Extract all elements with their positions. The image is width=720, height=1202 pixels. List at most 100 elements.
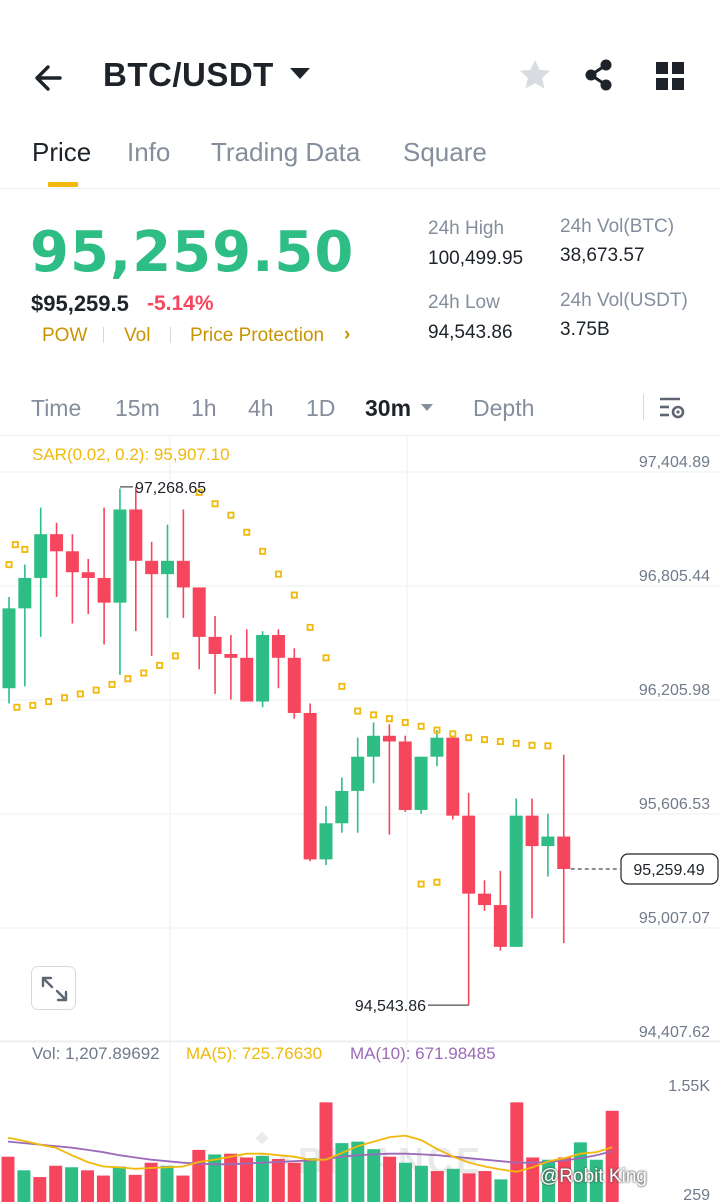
sar-dot: [528, 741, 536, 749]
volume-legend: Vol: 1,207.89692: [32, 1044, 160, 1063]
candle-body: [557, 836, 571, 869]
chevron-right-icon[interactable]: ›: [344, 324, 351, 345]
volume-bar: [224, 1153, 238, 1202]
volume-bar: [271, 1158, 285, 1202]
sar-dot: [171, 652, 179, 660]
tab-price[interactable]: Price: [32, 137, 92, 167]
grid-icon[interactable]: [654, 60, 686, 92]
sar-dot: [465, 734, 473, 742]
volume-bar: [399, 1162, 412, 1202]
sar-dot: [496, 737, 504, 745]
sar-dot: [338, 682, 346, 690]
volume-bar: [176, 1175, 190, 1202]
volume-ma-lines: [7, 1134, 613, 1173]
volume-bar: [160, 1165, 174, 1202]
timeframe-1d[interactable]: 1D: [306, 395, 336, 421]
sar-dot: [449, 730, 457, 738]
volume-bar: [383, 1156, 397, 1202]
tab-trading-data[interactable]: Trading Data: [211, 137, 361, 167]
timeframe-depth[interactable]: Depth: [473, 395, 535, 421]
tab-info[interactable]: Info: [127, 137, 171, 167]
candle-body: [271, 634, 285, 658]
sar-dot: [13, 703, 21, 711]
candle-body: [367, 735, 381, 757]
last-price: 95,259.50: [30, 220, 355, 285]
sar-dot: [108, 680, 116, 688]
price-tick-label: 95,007.07: [639, 910, 710, 927]
pair-selector[interactable]: BTC/USDT: [103, 56, 274, 93]
timeframe-1h[interactable]: 1h: [191, 395, 217, 421]
candle-body: [2, 608, 16, 689]
candle-body: [398, 741, 412, 810]
volume-bar: [1, 1156, 15, 1202]
timeframe-15m[interactable]: 15m: [115, 395, 160, 421]
candle-body: [81, 572, 95, 578]
candle-body: [145, 560, 159, 575]
chart-settings-icon[interactable]: [658, 394, 686, 422]
sar-dot: [60, 694, 68, 702]
sar-dot: [211, 500, 219, 508]
volume-bar: [526, 1157, 540, 1202]
volume-bar: [96, 1175, 110, 1202]
volume-bar: [430, 1171, 444, 1202]
candle-body: [97, 577, 111, 603]
candle-body: [430, 737, 444, 757]
volume-bar: [414, 1165, 428, 1202]
volume-bar: [112, 1166, 126, 1202]
volume-bar: [494, 1179, 508, 1202]
volume-bar: [462, 1173, 476, 1202]
vol-usdt-label: 24h Vol(USDT): [560, 290, 688, 311]
timeframe-30m[interactable]: 30m: [365, 395, 412, 421]
sar-dot: [243, 528, 251, 536]
sar-dot: [385, 715, 393, 723]
sar-dot: [401, 718, 409, 726]
tag-vol[interactable]: Vol: [124, 325, 151, 346]
candle-body: [192, 587, 206, 637]
volume-bar: [558, 1157, 571, 1202]
sar-dot: [544, 742, 552, 750]
credit-watermark: @Robit King: [540, 1166, 647, 1187]
volume-bar: [605, 1110, 619, 1202]
sar-dot: [480, 736, 488, 744]
back-arrow-icon[interactable]: [30, 58, 70, 98]
volume-bar: [319, 1102, 333, 1202]
timeframe-4h[interactable]: 4h: [248, 395, 274, 421]
price-tick-label: 96,805.44: [639, 568, 710, 585]
price-tick-label: 96,205.98: [639, 682, 710, 699]
sar-legend: SAR(0.02, 0.2): 95,907.10: [32, 445, 230, 464]
volume-axis-label: 1.55K: [668, 1078, 710, 1095]
chevron-down-icon[interactable]: [290, 68, 310, 79]
tag-pow[interactable]: POW: [42, 325, 88, 346]
sar-indicator: [5, 488, 552, 888]
volume-bar: [367, 1149, 381, 1202]
tab-square[interactable]: Square: [403, 137, 487, 167]
candle-body: [303, 712, 317, 860]
candle-body: [462, 815, 476, 894]
timeframe-time[interactable]: Time: [31, 395, 82, 421]
candle-body: [351, 756, 365, 791]
volume-axis-bottom-label: 259: [683, 1187, 710, 1202]
volume-bar: [446, 1168, 460, 1202]
chevron-down-icon[interactable]: [421, 404, 433, 411]
volume-bar: [478, 1171, 492, 1202]
candle-body: [18, 577, 32, 609]
volume-bar: [33, 1177, 47, 1202]
tag-price-protection[interactable]: Price Protection: [190, 325, 325, 346]
candle-body: [493, 905, 507, 947]
sar-dot: [92, 686, 100, 694]
sar-dot: [195, 488, 203, 496]
star-icon[interactable]: [518, 58, 552, 92]
candle-body: [382, 735, 396, 742]
candle-body: [208, 636, 222, 655]
share-icon[interactable]: [582, 58, 616, 92]
high-24h-value: 100,499.95: [428, 248, 524, 269]
app-header: BTC/USDT: [0, 40, 720, 116]
volume-bar: [128, 1174, 142, 1202]
volume-bar: [192, 1149, 206, 1202]
candle-body: [224, 654, 238, 658]
active-tab-indicator: [48, 182, 78, 187]
candle-body: [113, 509, 127, 603]
fullscreen-button[interactable]: [31, 966, 76, 1010]
low-marker-label: 94,543.86: [355, 998, 426, 1015]
